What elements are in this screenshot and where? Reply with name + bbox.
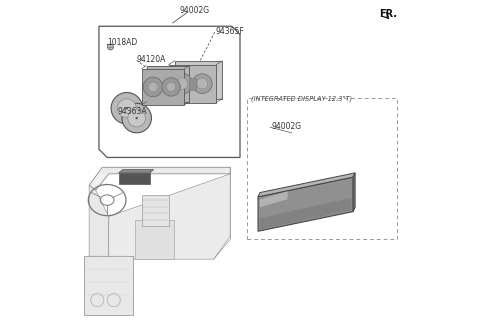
Text: 94002G: 94002G: [179, 6, 209, 15]
Polygon shape: [168, 65, 216, 102]
Circle shape: [176, 78, 188, 90]
Polygon shape: [109, 174, 230, 259]
Text: 94363A: 94363A: [117, 107, 146, 116]
Circle shape: [108, 44, 113, 50]
Polygon shape: [84, 256, 133, 315]
Text: (INTEGRATED DISPLAY 12.3"T): (INTEGRATED DISPLAY 12.3"T): [252, 96, 353, 102]
Bar: [119, 173, 150, 184]
Polygon shape: [260, 191, 288, 207]
Text: 94002G: 94002G: [271, 122, 301, 131]
Bar: [142, 195, 169, 226]
Circle shape: [167, 82, 176, 92]
Bar: [189, 78, 196, 90]
Polygon shape: [142, 69, 184, 105]
Polygon shape: [258, 173, 355, 197]
Polygon shape: [260, 198, 351, 230]
Polygon shape: [146, 66, 189, 102]
Polygon shape: [119, 170, 154, 173]
Polygon shape: [175, 61, 222, 98]
Polygon shape: [89, 167, 230, 190]
Polygon shape: [353, 173, 355, 212]
Circle shape: [171, 73, 192, 94]
Polygon shape: [258, 177, 353, 231]
Circle shape: [111, 92, 143, 124]
Circle shape: [192, 74, 212, 93]
Text: 94365F: 94365F: [216, 27, 244, 36]
Circle shape: [135, 117, 138, 119]
Text: FR.: FR.: [379, 9, 397, 19]
Circle shape: [143, 77, 163, 97]
Text: 94120A: 94120A: [137, 54, 166, 64]
Text: 1018AD: 1018AD: [107, 38, 137, 47]
Polygon shape: [135, 220, 174, 259]
Circle shape: [118, 99, 136, 118]
Bar: [247, 98, 397, 239]
Circle shape: [126, 107, 128, 110]
Circle shape: [148, 82, 158, 92]
Polygon shape: [89, 185, 109, 259]
Circle shape: [128, 109, 145, 127]
Circle shape: [162, 78, 180, 96]
Circle shape: [197, 78, 208, 89]
Circle shape: [122, 103, 152, 133]
